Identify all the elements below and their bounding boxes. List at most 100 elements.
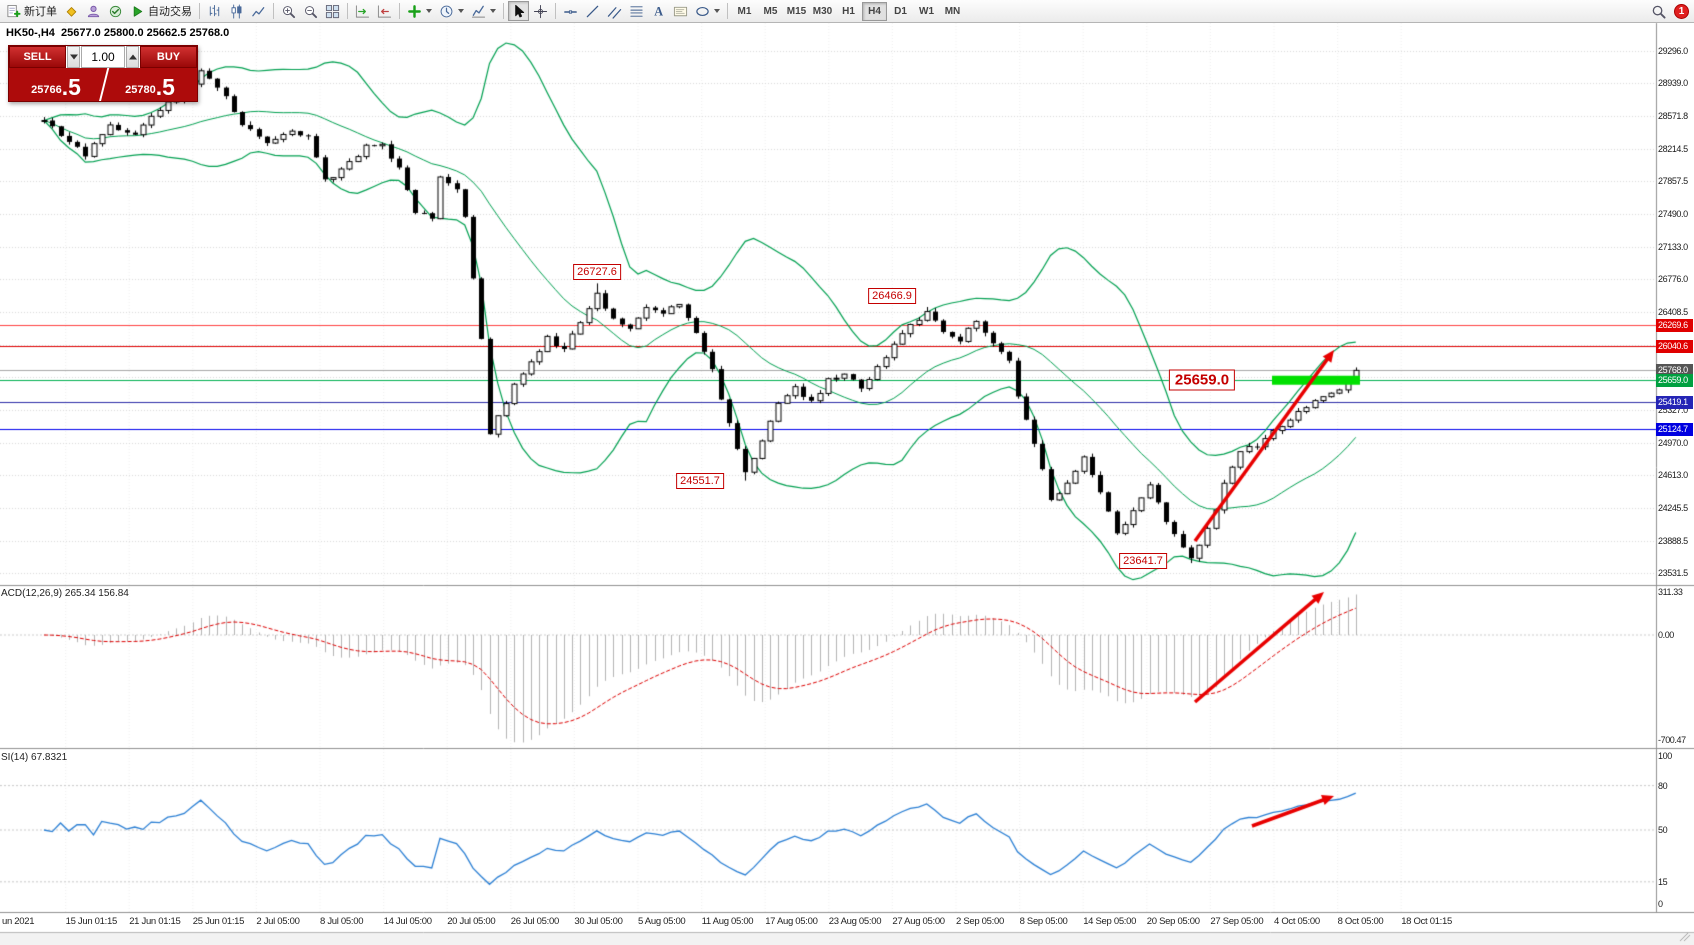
rsi-axis-tick: 100 bbox=[1658, 751, 1672, 761]
price-axis-tick: 25327.0 bbox=[1658, 405, 1688, 416]
time-axis-label: 14 Jul 05:00 bbox=[383, 916, 432, 927]
time-axis-label: 21 Jun 01:15 bbox=[129, 916, 181, 927]
fibonacci-icon bbox=[629, 4, 644, 19]
text-label-icon bbox=[673, 4, 688, 19]
time-axis-label: 30 Jul 05:00 bbox=[574, 916, 623, 927]
auto-trading-button[interactable]: 自动交易 bbox=[127, 1, 195, 21]
tile-windows-button[interactable] bbox=[322, 1, 343, 21]
price-label-26727[interactable]: 26727.6 bbox=[573, 264, 621, 281]
price-axis-tick: 28214.5 bbox=[1658, 143, 1688, 154]
notification-badge[interactable]: 1 bbox=[1674, 3, 1689, 19]
buy-price[interactable]: 25780.5 bbox=[103, 68, 197, 101]
zoom-out-button[interactable] bbox=[300, 1, 321, 21]
trade-panel-prices: 25766.5 25780.5 bbox=[9, 68, 197, 101]
time-axis-label: 26 Jul 05:00 bbox=[510, 916, 559, 927]
shapes-button[interactable] bbox=[692, 1, 723, 21]
bar-chart-icon bbox=[207, 4, 222, 19]
time-axis-label: 14 Sep 05:00 bbox=[1083, 916, 1137, 927]
macd-axis-tick: 0.00 bbox=[1658, 630, 1674, 640]
templates-button[interactable] bbox=[468, 1, 499, 21]
fibonacci-button[interactable] bbox=[626, 1, 647, 21]
price-axis-level-label: 26040.6 bbox=[1656, 339, 1693, 353]
time-axis-label: 4 Oct 05:00 bbox=[1274, 916, 1320, 927]
horizontal-line-button[interactable] bbox=[560, 1, 581, 21]
expert-advisor-icon bbox=[108, 4, 123, 19]
crosshair-button[interactable] bbox=[530, 1, 551, 21]
toolbar-separator bbox=[555, 3, 556, 19]
price-label-23641[interactable]: 23641.7 bbox=[1119, 553, 1167, 570]
channel-button[interactable] bbox=[604, 1, 625, 21]
price-axis-level-label: 25124.7 bbox=[1656, 422, 1693, 436]
new-order-label: 新订单 bbox=[24, 6, 57, 18]
trendline-button[interactable] bbox=[582, 1, 603, 21]
price-label-26466[interactable]: 26466.9 bbox=[868, 288, 916, 304]
rsi-axis-tick: 15 bbox=[1658, 876, 1668, 887]
expert-advisor-button[interactable] bbox=[105, 1, 126, 21]
timeframe-m30-button[interactable]: M30 bbox=[810, 2, 835, 21]
crosshair-icon bbox=[533, 4, 548, 19]
timeframe-h1-button[interactable]: H1 bbox=[836, 2, 861, 21]
periods-button[interactable] bbox=[436, 1, 467, 21]
timeframe-m1-button[interactable]: M1 bbox=[732, 2, 757, 21]
text-label-button[interactable] bbox=[670, 1, 691, 21]
price-label-25659[interactable]: 25659.0 bbox=[1168, 369, 1236, 391]
toolbar-separator bbox=[273, 3, 274, 19]
chart-shift-button[interactable] bbox=[374, 1, 395, 21]
templates-icon bbox=[471, 4, 486, 19]
timeframe-h4-button[interactable]: H4 bbox=[862, 1, 887, 21]
macd-axis-tick: 311.33 bbox=[1658, 587, 1683, 597]
main-toolbar: 新订单 自动交易 A M1 M5 M15 M30 H1 H4 D1 W1 MN 1 bbox=[0, 0, 1694, 23]
bar-chart-button[interactable] bbox=[204, 1, 225, 21]
dropdown-arrow-icon bbox=[458, 9, 464, 13]
profile-button[interactable] bbox=[83, 1, 104, 21]
time-axis-label: 2 Jul 05:00 bbox=[256, 916, 300, 927]
timeframe-mn-button[interactable]: MN bbox=[940, 2, 965, 21]
auto-scroll-button[interactable] bbox=[352, 1, 373, 21]
time-axis-label: 2 Sep 05:00 bbox=[956, 916, 1004, 927]
zoom-in-button[interactable] bbox=[278, 1, 299, 21]
candlestick-chart-button[interactable] bbox=[226, 1, 247, 21]
candlestick-chart-icon bbox=[229, 3, 244, 19]
price-axis-tick: 24970.0 bbox=[1658, 437, 1688, 448]
volume-increase-button[interactable] bbox=[126, 46, 139, 68]
search-button[interactable] bbox=[1648, 1, 1669, 21]
new-chart-icon bbox=[407, 4, 422, 19]
line-chart-button[interactable] bbox=[248, 1, 269, 21]
rsi-axis-tick: 80 bbox=[1658, 780, 1668, 791]
one-click-trading-panel: SELL BUY 25766.5 25780.5 bbox=[8, 45, 198, 102]
sell-price[interactable]: 25766.5 bbox=[9, 68, 103, 101]
price-axis-tick: 27857.5 bbox=[1658, 175, 1688, 186]
buy-price-main: 25780 bbox=[125, 84, 156, 96]
buy-button[interactable]: BUY bbox=[140, 46, 197, 68]
time-axis-label: 18 Oct 01:15 bbox=[1401, 916, 1452, 927]
price-label-24551[interactable]: 24551.7 bbox=[676, 472, 724, 489]
cursor-button[interactable] bbox=[508, 1, 529, 21]
time-axis-label: 17 Aug 05:00 bbox=[765, 916, 818, 927]
timeframe-m15-button[interactable]: M15 bbox=[784, 2, 809, 21]
time-axis-label: 8 Sep 05:00 bbox=[1019, 916, 1068, 927]
timeframe-d1-button[interactable]: D1 bbox=[888, 2, 913, 21]
volume-input[interactable] bbox=[81, 46, 125, 68]
new-chart-button[interactable] bbox=[404, 1, 435, 21]
chart-symbol-info: HK50-,H4 25677.0 25800.0 25662.5 25768.0 bbox=[6, 27, 230, 39]
market-depth-button[interactable] bbox=[61, 1, 82, 21]
timeframe-m5-button[interactable]: M5 bbox=[758, 2, 783, 21]
time-axis-label: 25 Jun 01:15 bbox=[192, 916, 245, 927]
price-axis-tick: 26776.0 bbox=[1658, 273, 1688, 284]
profile-icon bbox=[86, 4, 101, 19]
text-button[interactable]: A bbox=[648, 1, 669, 21]
sell-button[interactable]: SELL bbox=[9, 46, 66, 68]
rsi-axis-tick: 0 bbox=[1658, 899, 1663, 909]
time-axis-label: 5 Aug 05:00 bbox=[638, 916, 686, 927]
toolbar-separator bbox=[399, 3, 400, 19]
time-axis-label: 8 Oct 05:00 bbox=[1337, 916, 1384, 927]
timeframe-w1-button[interactable]: W1 bbox=[914, 2, 939, 21]
auto-trading-icon bbox=[130, 4, 145, 19]
volume-decrease-button[interactable] bbox=[67, 46, 80, 68]
auto-scroll-icon bbox=[355, 4, 370, 19]
buy-price-frac: .5 bbox=[155, 74, 175, 100]
new-order-button[interactable]: 新订单 bbox=[3, 1, 60, 21]
time-axis-label: 27 Aug 05:00 bbox=[892, 916, 945, 927]
